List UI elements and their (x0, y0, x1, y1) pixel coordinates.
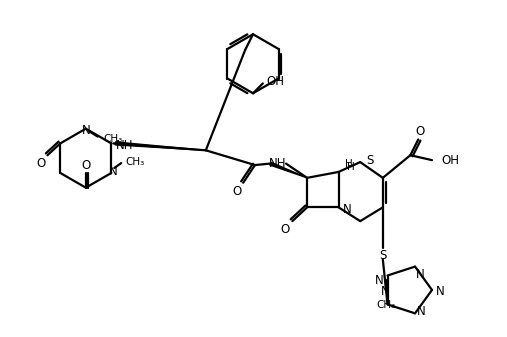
Text: S: S (379, 249, 386, 262)
Text: N: N (343, 203, 351, 216)
Text: O: O (233, 185, 242, 198)
Text: NH: NH (269, 157, 287, 170)
Text: O: O (416, 125, 425, 138)
Text: H: H (345, 159, 352, 169)
Text: N: N (375, 274, 384, 287)
Text: CH₃: CH₃ (103, 133, 123, 144)
Text: N: N (109, 165, 118, 179)
Text: OH: OH (442, 154, 460, 166)
Text: S: S (366, 154, 374, 166)
Text: OH: OH (267, 75, 285, 88)
Text: N: N (436, 285, 444, 299)
Text: N: N (416, 268, 424, 281)
Polygon shape (115, 142, 206, 150)
Text: NH: NH (116, 139, 134, 152)
Text: O: O (281, 223, 290, 237)
Text: CH₃: CH₃ (125, 157, 144, 167)
Text: O: O (36, 157, 45, 170)
Text: N: N (82, 124, 90, 137)
Text: N: N (381, 285, 390, 298)
Text: H: H (346, 162, 354, 172)
Text: O: O (81, 158, 90, 172)
Text: CH₃: CH₃ (376, 300, 395, 310)
Polygon shape (270, 162, 307, 178)
Text: N: N (417, 305, 425, 318)
